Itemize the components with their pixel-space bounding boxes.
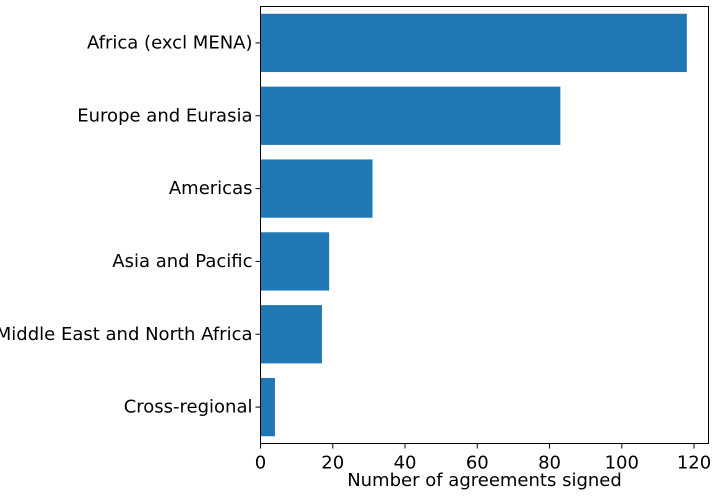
x-tick-label: 40 [394,453,417,474]
bar [260,86,561,145]
x-tick-label: 80 [538,453,561,474]
category-label: Cross-regional [124,397,253,418]
x-tick-label: 100 [605,453,639,474]
x-tick-label: 20 [321,453,344,474]
bars-group [260,13,687,437]
x-tick-label: 60 [466,453,489,474]
category-label: Africa (excl MENA) [87,32,253,53]
plot-frame [260,6,709,444]
bar [260,232,330,291]
bar [260,13,687,73]
bar [260,377,275,437]
bar [260,159,373,218]
category-label: Americas [169,178,253,199]
x-ticks: 0 20 40 60 80 100 120 [255,443,711,474]
x-axis-label: Number of agreements signed [347,470,622,491]
category-label: Middle East and North Africa [0,324,253,345]
category-label: Asia and Pacific [112,251,252,272]
x-tick-label: 120 [677,453,711,474]
x-tick-label: 0 [255,453,266,474]
category-label: Europe and Eurasia [77,105,252,126]
category-labels: Africa (excl MENA) Europe and Eurasia Amer… [0,32,261,418]
bar [260,305,322,364]
